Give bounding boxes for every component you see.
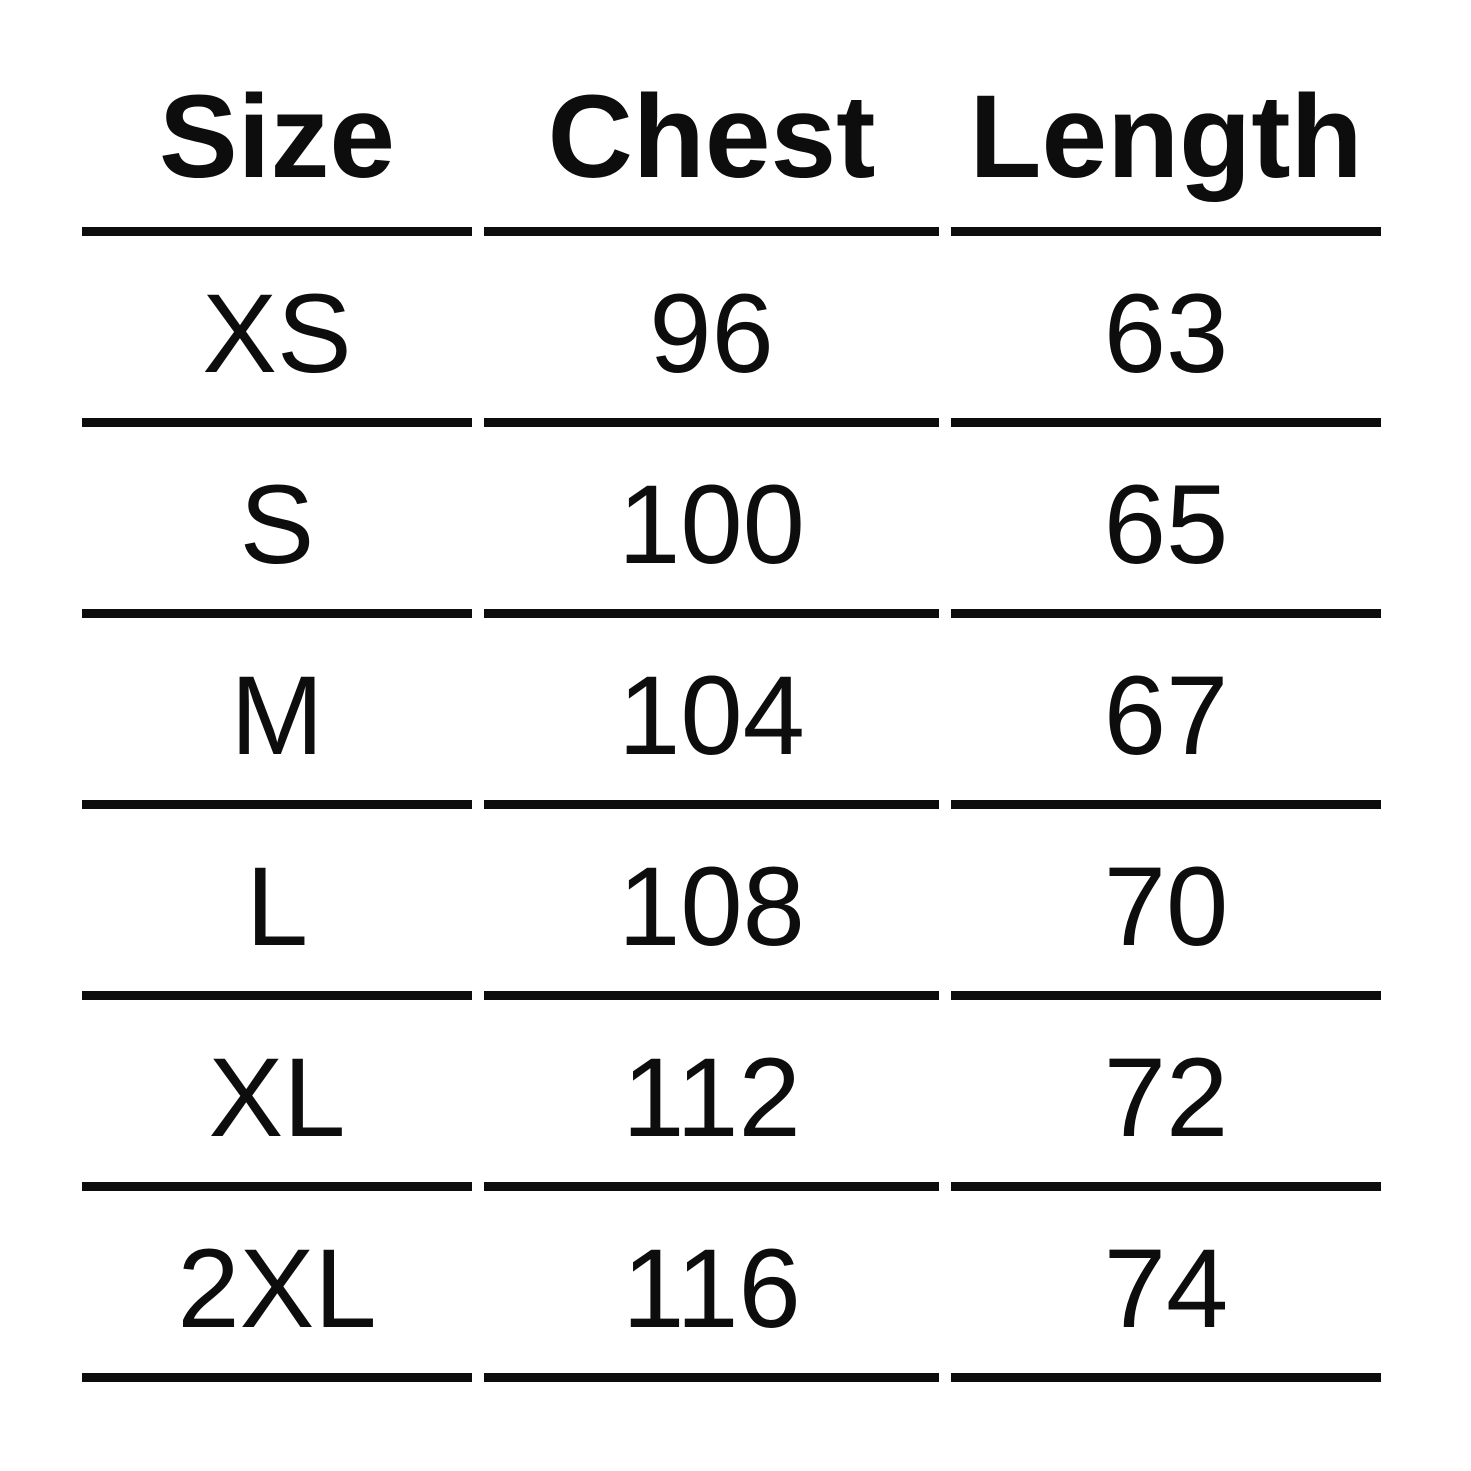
header-row: Size Chest Length bbox=[82, 58, 1381, 236]
table-row: M 104 67 bbox=[82, 618, 1381, 809]
chest-cell: 104 bbox=[484, 618, 939, 809]
table-row: L 108 70 bbox=[82, 809, 1381, 1000]
size-cell: L bbox=[82, 809, 472, 1000]
chest-cell: 100 bbox=[484, 427, 939, 618]
size-cell: M bbox=[82, 618, 472, 809]
table-row: 2XL 116 74 bbox=[82, 1191, 1381, 1382]
size-cell: XL bbox=[82, 1000, 472, 1191]
column-header-chest: Chest bbox=[484, 58, 939, 236]
length-cell: 70 bbox=[951, 809, 1381, 1000]
length-cell: 72 bbox=[951, 1000, 1381, 1191]
length-cell: 65 bbox=[951, 427, 1381, 618]
table-row: XS 96 63 bbox=[82, 236, 1381, 427]
size-cell: 2XL bbox=[82, 1191, 472, 1382]
size-cell: XS bbox=[82, 236, 472, 427]
length-cell: 74 bbox=[951, 1191, 1381, 1382]
chest-cell: 116 bbox=[484, 1191, 939, 1382]
size-chart-table: Size Chest Length XS 96 63 S 100 65 M 10… bbox=[70, 58, 1393, 1382]
size-cell: S bbox=[82, 427, 472, 618]
table-row: XL 112 72 bbox=[82, 1000, 1381, 1191]
chest-cell: 112 bbox=[484, 1000, 939, 1191]
chest-cell: 108 bbox=[484, 809, 939, 1000]
length-cell: 67 bbox=[951, 618, 1381, 809]
column-header-length: Length bbox=[951, 58, 1381, 236]
chest-cell: 96 bbox=[484, 236, 939, 427]
length-cell: 63 bbox=[951, 236, 1381, 427]
table-row: S 100 65 bbox=[82, 427, 1381, 618]
column-header-size: Size bbox=[82, 58, 472, 236]
